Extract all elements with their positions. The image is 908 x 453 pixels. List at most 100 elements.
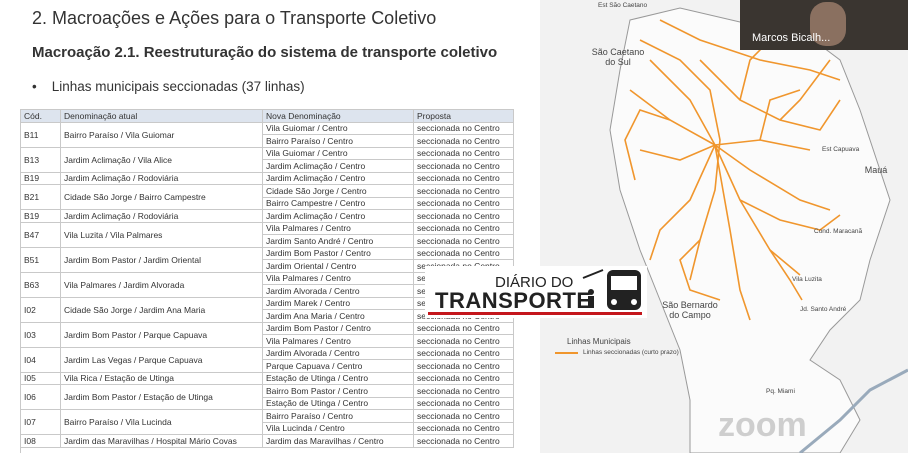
new-name-cell: Jardim Aclimação / Centro bbox=[263, 210, 414, 223]
map-label: Jd. Santo André bbox=[800, 306, 847, 313]
legend-item: Linhas seccionadas (curto prazo) bbox=[583, 349, 679, 356]
code-cell: B11 bbox=[21, 122, 61, 148]
code-cell: I02 bbox=[21, 297, 61, 323]
map bbox=[540, 0, 908, 453]
proposal-cell: seccionada no Centro bbox=[414, 147, 514, 160]
proposal-cell: seccionada no Centro bbox=[414, 210, 514, 223]
code-cell: B19 bbox=[21, 210, 61, 223]
name-cell: Cidade São Jorge / Bairro Campestre bbox=[61, 185, 263, 210]
proposal-cell: seccionada no Centro bbox=[414, 397, 514, 410]
new-name-cell: Jardim Marek / Centro bbox=[263, 297, 414, 310]
bullet: • Linhas municipais seccionadas (37 linh… bbox=[32, 79, 305, 94]
logo-line1: DIÁRIO DO bbox=[495, 274, 574, 291]
name-cell: Jardim Aclimação / Vila Alice bbox=[61, 147, 263, 173]
proposal-cell: seccionada no Centro bbox=[414, 322, 514, 335]
map-label: Cond. Maracanã bbox=[814, 228, 863, 235]
code-cell: B63 bbox=[21, 272, 61, 298]
bus-lines bbox=[624, 19, 841, 321]
name-cell: Jardim Bom Pastor / Estação de Utinga bbox=[61, 385, 263, 410]
code-cell: B19 bbox=[21, 172, 61, 185]
code-cell: I05 bbox=[21, 372, 61, 385]
name-cell: Jardim Bom Pastor / Parque Capuava bbox=[61, 322, 263, 348]
code-cell: I08 bbox=[21, 435, 61, 448]
new-name-cell: Jardim Alvorada / Centro bbox=[263, 285, 414, 298]
name-cell: Bairro Paraíso / Vila Lucinda bbox=[61, 410, 263, 435]
proposal-cell: seccionada no Centro bbox=[414, 410, 514, 423]
name-cell: Jardim Bom Pastor / Jardim Oriental bbox=[61, 247, 263, 273]
proposal-cell: seccionada no Centro bbox=[414, 172, 514, 185]
logo-icon bbox=[582, 269, 641, 310]
proposal-cell: seccionada no Centro bbox=[414, 197, 514, 210]
new-name-cell: Vila Palmares / Centro bbox=[263, 335, 414, 348]
zoom-watermark: zoom bbox=[718, 406, 807, 444]
proposal-cell: seccionada no Centro bbox=[414, 185, 514, 198]
new-name-cell: Cidade São Jorge / Centro bbox=[263, 185, 414, 198]
logo: DIÁRIO DO TRANSPORTE bbox=[425, 266, 647, 318]
proposal-cell: seccionada no Centro bbox=[414, 160, 514, 173]
new-name-cell: Vila Guiomar / Centro bbox=[263, 147, 414, 160]
code-cell: I04 bbox=[21, 347, 61, 373]
proposal-cell: seccionada no Centro bbox=[414, 435, 514, 448]
proposal-cell: seccionada no Centro bbox=[414, 222, 514, 235]
new-name-cell: Vila Guiomar / Centro bbox=[263, 122, 414, 135]
proposal-cell: seccionada no Centro bbox=[414, 360, 514, 373]
new-name-cell: Bairro Bom Pastor / Centro bbox=[263, 385, 414, 398]
header-cell: Nova Denominação bbox=[263, 110, 414, 123]
legend-title: Linhas Municipais bbox=[567, 337, 631, 346]
name-cell: Jardim Aclimação / Rodoviária bbox=[61, 172, 263, 185]
name-cell: Jardim Las Vegas / Parque Capuava bbox=[61, 347, 263, 373]
new-name-cell: Jardim Santo André / Centro bbox=[263, 235, 414, 248]
map-label: Vila Luzita bbox=[792, 276, 822, 283]
table: Cód. Denominação atual Nova Denominação Pro… bbox=[20, 109, 514, 453]
proposal-cell: seccionada no Centro bbox=[414, 235, 514, 248]
name-cell: Vila Luzita / Vila Palmares bbox=[61, 222, 263, 248]
name-cell: Cidade São Jorge / Jardim Ana Maria bbox=[61, 297, 263, 323]
slide-subtitle: Macroação 2.1. Reestruturação do sistema… bbox=[32, 44, 498, 61]
proposal-cell: seccionada no Centro bbox=[414, 247, 514, 260]
code-cell: B47 bbox=[21, 222, 61, 248]
map-boundary bbox=[609, 7, 891, 453]
code-cell: B13 bbox=[21, 147, 61, 173]
header-cell: Proposta bbox=[414, 110, 514, 123]
map-label: Mauá bbox=[864, 165, 888, 175]
code-cell: B21 bbox=[21, 185, 61, 210]
new-name-cell: Vila Palmares / Centro bbox=[263, 272, 414, 285]
header-cell: Cód. bbox=[21, 110, 61, 123]
proposal-cell: seccionada no Centro bbox=[414, 372, 514, 385]
new-name-cell: Vila Palmares / Centro bbox=[263, 222, 414, 235]
map-label: Pq. Miami bbox=[766, 388, 795, 395]
proposal-cell: seccionada no Centro bbox=[414, 422, 514, 435]
new-name-cell: Bairro Paraíso / Centro bbox=[263, 135, 414, 148]
proposal-cell: seccionada no Centro bbox=[414, 122, 514, 135]
name-cell: Bairro Paraíso / Vila Guiomar bbox=[61, 122, 263, 148]
new-name-cell: Estação de Utinga / Centro bbox=[263, 372, 414, 385]
new-name-cell: Jardim Aclimação / Centro bbox=[263, 172, 414, 185]
map-label: São Caetano do Sul bbox=[591, 47, 645, 67]
map-label: São Bernardo do Campo bbox=[662, 300, 718, 320]
new-name-cell: Jardim Ana Maria / Centro bbox=[263, 310, 414, 323]
new-name-cell: Bairro Campestre / Centro bbox=[263, 197, 414, 210]
new-name-cell: Bairro Paraíso / Centro bbox=[263, 410, 414, 423]
video-tile: Marcos Bicalh... bbox=[740, 0, 908, 50]
new-name-cell: Jardim Bom Pastor / Centro bbox=[263, 247, 414, 260]
proposal-cell: seccionada no Centro bbox=[414, 135, 514, 148]
name-cell: Jardim das Maravilhas / Hospital Mário C… bbox=[61, 435, 263, 448]
new-name-cell: Jardim Alvorada / Centro bbox=[263, 347, 414, 360]
new-name-cell: Jardim Aclimação / Centro bbox=[263, 160, 414, 173]
map-water bbox=[799, 368, 908, 453]
new-name-cell: Jardim Bom Pastor / Centro bbox=[263, 322, 414, 335]
proposal-cell: seccionada no Centro bbox=[414, 347, 514, 360]
bullet-text: Linhas municipais seccionadas (37 linhas… bbox=[51, 79, 305, 94]
new-name-cell: Parque Capuava / Centro bbox=[263, 360, 414, 373]
code-cell: I07 bbox=[21, 410, 61, 435]
logo-line2: TRANSPORTE bbox=[435, 288, 592, 313]
map-label: Est São Caetano bbox=[598, 2, 648, 9]
new-name-cell: Jardim Oriental / Centro bbox=[263, 260, 414, 273]
new-name-cell: Jardim das Maravilhas / Centro bbox=[263, 435, 414, 448]
participant-silhouette bbox=[810, 2, 846, 46]
code-cell: I03 bbox=[21, 322, 61, 348]
participant-name: Marcos Bicalh... bbox=[752, 32, 831, 44]
name-cell: Jardim Aclimação / Rodoviária bbox=[61, 210, 263, 223]
map-label: Est Capuava bbox=[822, 146, 860, 153]
